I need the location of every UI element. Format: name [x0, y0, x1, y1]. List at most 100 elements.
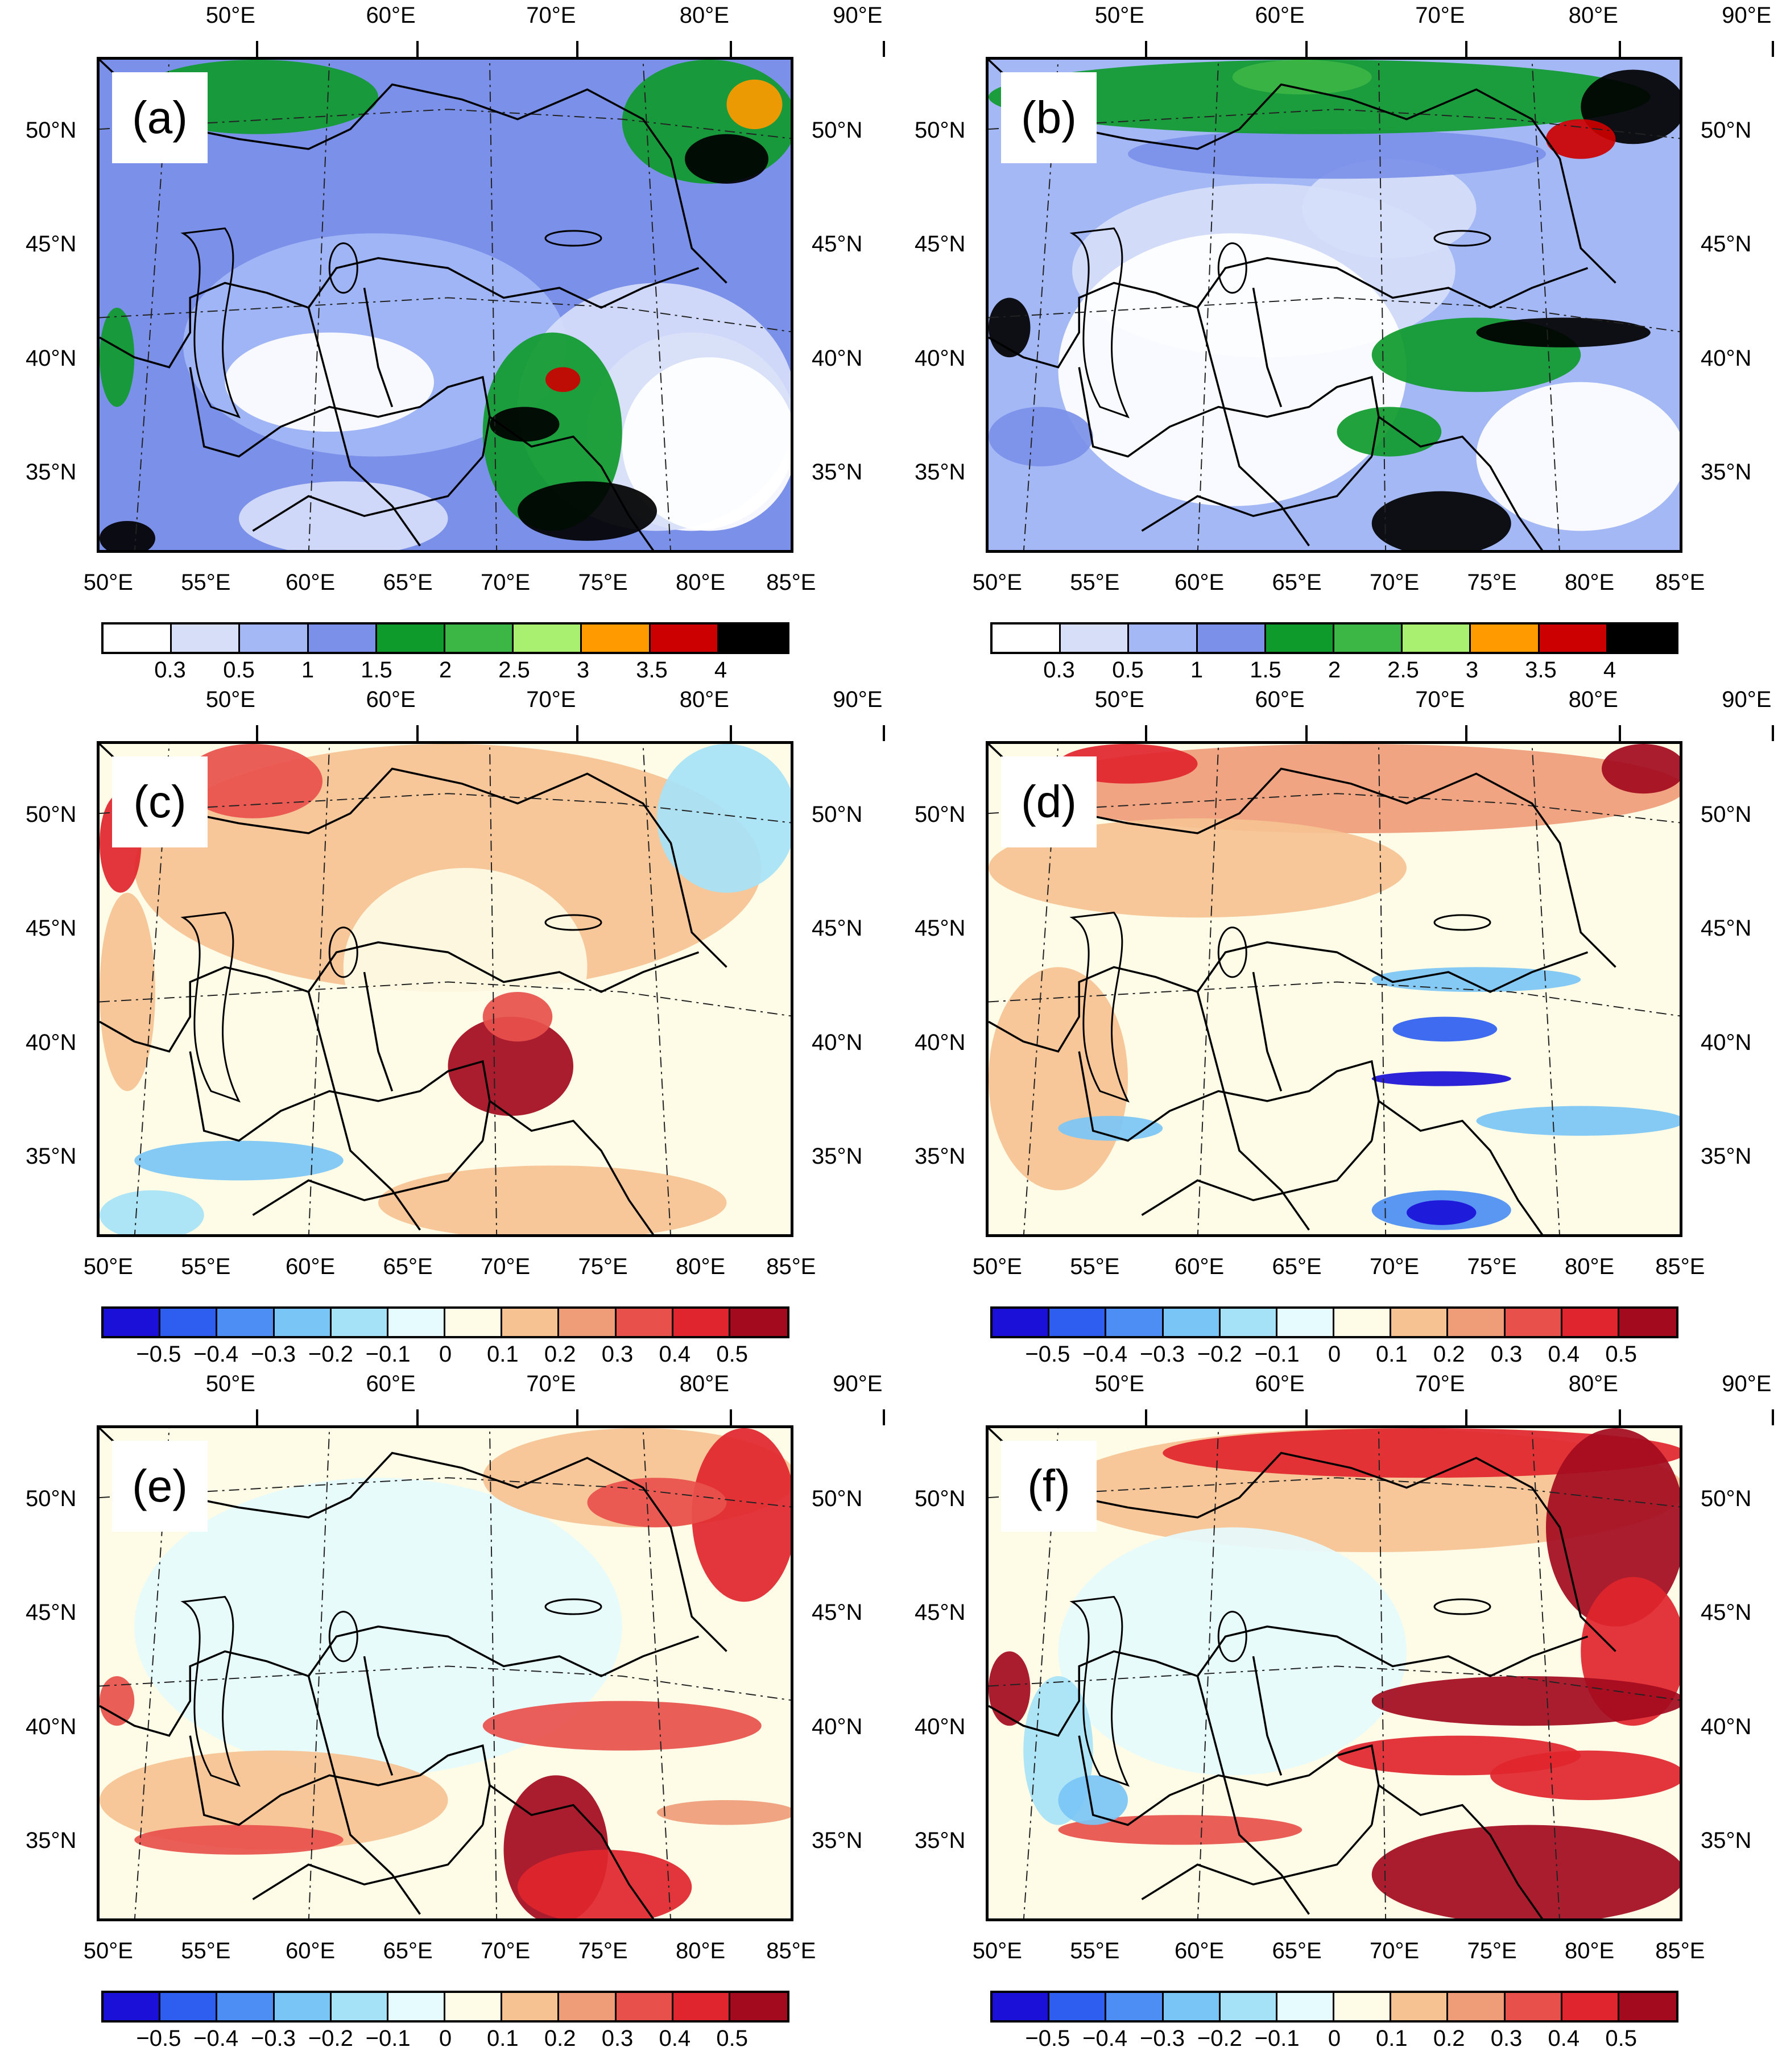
field-contour	[1232, 60, 1372, 95]
graticule-line	[1378, 60, 1387, 550]
aral-sea-outline	[328, 242, 358, 294]
colorbar-swatch	[240, 625, 309, 652]
colorbar-tick-label: 3.5	[1525, 657, 1557, 683]
colorbar-swatch	[1562, 1309, 1619, 1336]
colorbar-tick-label: 0.2	[544, 2026, 576, 2051]
graticule-line	[989, 1665, 1680, 1701]
graticule-line	[989, 981, 1680, 1017]
field-contour	[989, 60, 1651, 134]
bottom-lon-label: 55°E	[1070, 1254, 1120, 1279]
left-lat-label: 45°N	[26, 231, 77, 257]
top-lon-label: 60°E	[366, 687, 416, 712]
bottom-lon-label: 70°E	[1370, 570, 1420, 595]
graticule-line	[100, 109, 791, 139]
colorbar-swatch	[993, 1993, 1050, 2020]
colorbar-tick-label: 0.2	[1433, 2026, 1465, 2051]
right-lat-label: 35°N	[812, 460, 863, 485]
colorbar-swatch	[559, 1309, 617, 1336]
field-contour	[1476, 317, 1651, 348]
colorbar-swatch	[1049, 1309, 1107, 1336]
colorbar-tick-label: 0.3	[601, 1342, 634, 1367]
field-contour	[100, 1676, 135, 1726]
colorbar-tick-label: 0.4	[1548, 2026, 1580, 2051]
country-border	[1078, 1051, 1380, 1142]
country-border	[1078, 1735, 1380, 1826]
country-border	[189, 767, 727, 968]
left-lat-label: 35°N	[26, 1828, 77, 1854]
field-contour	[100, 520, 155, 550]
colorbar-swatch	[730, 1993, 788, 2020]
map-svg	[100, 744, 791, 1234]
graticule-line	[1197, 1428, 1219, 1918]
top-lon-label: 90°E	[1722, 687, 1772, 712]
panel-label: (a)	[112, 72, 208, 163]
field-contour	[1058, 1116, 1163, 1141]
right-lat-label: 45°N	[1701, 231, 1752, 257]
panel-label: (e)	[112, 1441, 208, 1532]
right-lat-label: 45°N	[812, 231, 863, 257]
bottom-lon-label: 75°E	[578, 570, 628, 595]
field-contour	[100, 892, 155, 1091]
colorbar-swatch	[1277, 1309, 1335, 1336]
top-lon-tick	[576, 725, 579, 741]
field-contour	[989, 1651, 1031, 1726]
panel-label: (c)	[112, 756, 208, 847]
colorbar-tick-label: 0	[1328, 2026, 1341, 2051]
top-lon-tick	[1465, 725, 1468, 741]
field-contour	[1476, 1106, 1680, 1136]
left-lat-label: 35°N	[915, 460, 966, 485]
top-lon-tick	[1618, 41, 1621, 57]
colorbar-tick-label: 0.5	[1605, 2026, 1637, 2051]
bottom-lon-label: 70°E	[481, 1938, 531, 1963]
colorbar-swatch	[274, 1993, 332, 2020]
colorbar-tick-label: −0.5	[136, 2026, 181, 2051]
field-contour	[1371, 1071, 1511, 1086]
bottom-lon-label: 60°E	[286, 1254, 336, 1279]
colorbar-tick-label: −0.5	[136, 1342, 181, 1367]
left-lat-label: 40°N	[915, 1714, 966, 1739]
colorbar-tick-label: 0.2	[544, 1342, 576, 1367]
colorbar-tick-label: −0.1	[365, 1342, 411, 1367]
colorbar-swatch	[445, 1309, 503, 1336]
bottom-lon-label: 75°E	[578, 1938, 628, 1963]
country-border	[189, 367, 491, 458]
field-contour	[1602, 744, 1680, 794]
field-contour	[1490, 1750, 1680, 1800]
colorbar-tick-label: 0.5	[716, 2026, 748, 2051]
graticule-line	[1378, 744, 1387, 1234]
colorbar-swatch	[160, 1309, 218, 1336]
field-contour	[1163, 1428, 1680, 1478]
field-contour	[622, 357, 791, 531]
right-lat-label: 40°N	[1701, 1714, 1752, 1739]
colorbar-tick-label: 3.5	[636, 657, 668, 683]
country-border	[1378, 1100, 1544, 1234]
colorbar-tick-label: 0.1	[487, 1342, 519, 1367]
top-lon-label: 90°E	[1722, 3, 1772, 28]
bottom-lon-label: 70°E	[481, 570, 531, 595]
aral-sea-outline	[328, 927, 358, 978]
bottom-lon-label: 50°E	[972, 1938, 1022, 1963]
field-contour	[239, 481, 448, 550]
bottom-lon-label: 55°E	[181, 1938, 231, 1963]
colorbar-swatch	[993, 1309, 1050, 1336]
bottom-lon-label: 65°E	[383, 570, 433, 595]
bottom-lon-label: 85°E	[766, 1254, 816, 1279]
colorbar-tick-label: −0.3	[251, 1342, 296, 1367]
top-lon-tick	[1144, 725, 1147, 741]
field-contour	[1128, 129, 1546, 179]
graticule-line	[308, 1428, 330, 1918]
graticule-line	[489, 1428, 498, 1918]
colorbar-tick-label: 0	[1328, 1342, 1341, 1367]
top-lon-label: 70°E	[526, 687, 576, 712]
right-lat-label: 45°N	[812, 916, 863, 941]
top-lon-tick	[883, 725, 886, 741]
field-contour	[378, 1165, 727, 1234]
country-border	[1196, 307, 1310, 547]
bottom-lon-label: 50°E	[83, 1938, 133, 1963]
map-area: (b)	[986, 57, 1682, 553]
colorbar-swatch	[1448, 1309, 1506, 1336]
left-lat-label: 50°N	[915, 117, 966, 143]
colorbar-swatch	[1197, 625, 1266, 652]
country-border	[1196, 1676, 1310, 1915]
top-lon-tick	[1618, 725, 1621, 741]
